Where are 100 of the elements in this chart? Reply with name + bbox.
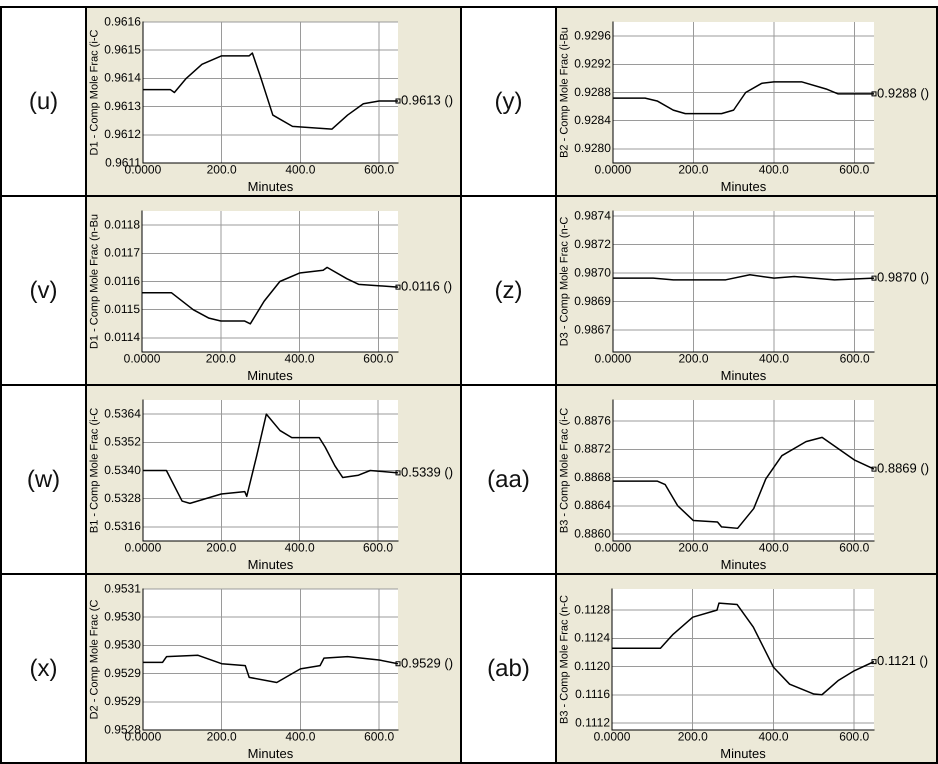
x-tick-label: 200.0	[678, 162, 709, 177]
y-tick-label: 0.9613	[104, 98, 142, 113]
annotation: 0.5339 ()	[401, 464, 454, 480]
annotation: 0.8869 ()	[877, 460, 930, 476]
x-axis-title: Minutes	[720, 556, 767, 572]
x-tick-label: 400.0	[284, 540, 315, 555]
y-tick-label: 0.9529	[104, 666, 142, 680]
text: (ab)	[461, 574, 556, 763]
y-axis-title: B3 - Comp Mole Frac (i-C	[558, 408, 571, 534]
y-axis-title: B3 - Comp Mole Frac (n-C	[558, 594, 571, 724]
x-tick-label: 600.0	[839, 730, 870, 744]
x-tick-label: 600.0	[363, 540, 394, 555]
x-tick-label: 600.0	[364, 162, 394, 177]
y-tick-label: 0.9874	[574, 208, 612, 222]
x-tick-label: 0.0000	[594, 540, 632, 555]
y-tick-label: 0.9615	[104, 42, 142, 57]
text: (u)	[1, 7, 86, 196]
y-tick-label: 0.9530	[104, 610, 142, 624]
y-tick-label: 0.5364	[104, 406, 142, 420]
x-tick-label: 200.0	[678, 540, 709, 555]
y-tick-label: 0.9530	[104, 638, 142, 652]
x-tick-label: 400.0	[285, 730, 316, 744]
text: (x)	[1, 574, 86, 763]
y-tick-label: 0.1116	[575, 687, 610, 702]
y-tick-label: 0.0115	[104, 302, 140, 316]
y-tick-label: 0.9296	[574, 28, 612, 42]
annotation: 0.9613 ()	[401, 92, 454, 108]
y-axis-title: D2 - Comp Mole Frac (C	[88, 600, 101, 720]
text: (v)	[1, 196, 86, 385]
x-axis-title: Minutes	[720, 368, 767, 383]
x-tick-label: 400.0	[284, 352, 315, 366]
x-tick-label: 600.0	[839, 162, 870, 177]
y-tick-label: 0.0116	[104, 274, 140, 288]
x-axis-title: Minutes	[247, 368, 294, 383]
y-tick-label: 0.9612	[104, 127, 142, 142]
y-tick-label: 0.9531	[104, 581, 142, 596]
y-axis-title: B1 - Comp Mole Frac (i-C	[88, 408, 101, 534]
y-tick-label: 0.9292	[574, 56, 612, 71]
text: (z)	[461, 196, 556, 385]
y-tick-label: 0.9872	[574, 236, 612, 251]
y-tick-label: 0.5340	[104, 462, 142, 477]
y-tick-label: 0.5352	[104, 434, 142, 449]
y-axis-title: D3 - Comp Mole Frac (n-C	[558, 216, 571, 346]
annotation: 0.9870 ()	[877, 270, 930, 285]
y-tick-label: 0.9280	[574, 141, 612, 156]
y-tick-label: 0.1120	[574, 658, 610, 673]
y-tick-label: 0.9870	[574, 265, 612, 280]
annotation: 0.9288 ()	[877, 85, 930, 100]
y-tick-label: 0.5328	[104, 491, 142, 506]
y-axis-title: B2 - Comp Mole Frac (i-Bu	[558, 27, 571, 158]
x-tick-label: 200.0	[206, 730, 237, 744]
x-axis-title: Minutes	[248, 178, 294, 194]
y-tick-label: 0.9616	[104, 14, 142, 28]
y-tick-label: 0.1124	[574, 630, 610, 645]
y-tick-label: 0.9867	[574, 322, 612, 336]
y-tick-label: 0.8876	[574, 413, 612, 428]
y-axis-title: D1 - Comp Mole Frac (n-Bu	[88, 214, 101, 350]
y-tick-label: 0.5316	[104, 519, 142, 534]
y-tick-label: 0.9288	[574, 84, 612, 99]
y-tick-label: 0.8868	[574, 470, 612, 484]
y-tick-label: 0.9529	[104, 694, 142, 708]
annotation: 0.9529 ()	[401, 655, 454, 670]
x-axis-title: Minutes	[248, 746, 294, 761]
x-tick-label: 0.0000	[124, 352, 161, 366]
y-tick-label: 0.9869	[574, 294, 612, 308]
x-tick-label: 0.0000	[594, 730, 631, 744]
x-tick-label: 400.0	[285, 162, 316, 177]
y-tick-label: 0.1112	[575, 715, 610, 730]
x-axis-title: Minutes	[720, 746, 766, 761]
y-tick-label: 0.8872	[574, 442, 612, 456]
x-tick-label: 400.0	[758, 540, 790, 555]
y-tick-label: 0.9614	[104, 70, 142, 85]
x-axis-title: Minutes	[720, 178, 767, 194]
annotation: 0.0116 ()	[401, 278, 452, 294]
text: (y)	[461, 7, 556, 196]
x-tick-label: 200.0	[206, 162, 237, 177]
x-tick-label: 600.0	[840, 352, 870, 366]
text: (aa)	[461, 385, 556, 574]
x-tick-label: 600.0	[363, 352, 394, 366]
annotation: 0.1121 ()	[877, 653, 928, 668]
x-tick-label: 400.0	[758, 162, 790, 177]
x-tick-label: 200.0	[678, 352, 709, 366]
y-tick-label: 0.0118	[104, 217, 140, 232]
x-tick-label: 0.0000	[124, 540, 162, 555]
y-tick-label: 0.0114	[104, 330, 140, 344]
x-tick-label: 400.0	[758, 730, 789, 744]
y-axis-title: D1 - Comp Mole Frac (i-C	[88, 29, 101, 156]
x-tick-label: 0.0000	[594, 162, 632, 177]
y-tick-label: 0.8860	[574, 526, 612, 540]
y-tick-label: 0.1128	[574, 602, 610, 616]
y-tick-label: 0.8864	[574, 498, 612, 512]
x-tick-label: 600.0	[364, 730, 394, 744]
x-tick-label: 200.0	[678, 730, 708, 744]
text: (w)	[1, 385, 86, 574]
x-axis-title: Minutes	[248, 556, 294, 572]
x-tick-label: 200.0	[206, 540, 237, 555]
x-tick-label: 400.0	[759, 352, 790, 366]
x-tick-label: 0.0000	[594, 352, 632, 366]
y-tick-label: 0.9284	[574, 113, 612, 128]
x-tick-label: 600.0	[839, 540, 870, 555]
